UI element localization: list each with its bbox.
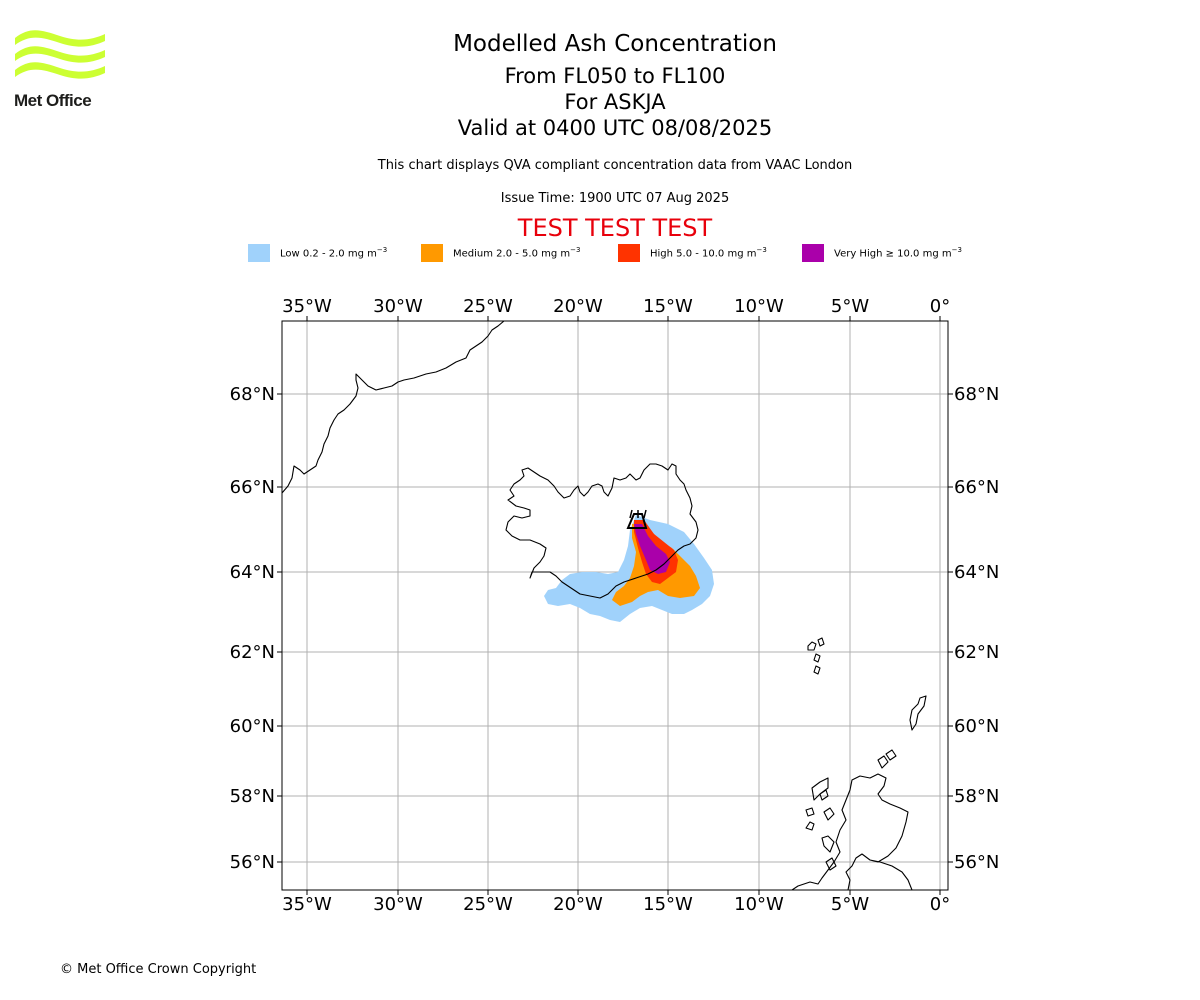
lon-label-bottom-5w: 5°W [831,894,869,915]
faroe-islands [807,637,825,675]
lat-label-right-64n: 64°N [954,562,999,583]
map-frame [281,320,949,891]
lon-label-bottom-30w: 30°W [373,894,423,915]
legend-label-high: High 5.0 - 10.0 mg m−3 [650,246,767,260]
lon-label-top-15w: 15°W [643,296,693,317]
iceland-coast [505,463,699,599]
legend-label-very-high: Very High ≥ 10.0 mg m−3 [834,246,962,260]
lat-label-right-56n: 56°N [954,852,999,873]
lat-label-left-68n: 68°N [230,384,275,405]
map-gridlines [282,321,948,890]
lat-label-left-62n: 62°N [230,642,275,663]
lon-label-top-35w: 35°W [282,296,332,317]
coastlines [282,321,927,890]
legend-swatch-medium [421,244,443,262]
chart-title: Modelled Ash Concentration [453,31,777,57]
legend-swatch-high [618,244,640,262]
lon-label-bottom-0: 0° [930,894,950,915]
legend-label-medium: Medium 2.0 - 5.0 mg m−3 [453,246,581,260]
met-office-logo-text: Met Office [14,91,92,110]
lat-label-left-58n: 58°N [230,786,275,807]
chart-description: This chart displays QVA compliant concen… [377,158,853,173]
legend-item-high: High 5.0 - 10.0 mg m−3 [618,244,767,262]
issue-time: Issue Time: 1900 UTC 07 Aug 2025 [500,191,730,206]
valid-time-line: Valid at 0400 UTC 08/08/2025 [457,116,773,140]
lat-label-right-62n: 62°N [954,642,999,663]
lat-label-right-66n: 66°N [954,477,999,498]
lat-label-left-64n: 64°N [230,562,275,583]
legend-swatch-very-high [802,244,824,262]
lat-label-right-60n: 60°N [954,716,999,737]
shetland-islands [909,695,927,731]
copyright-notice: © Met Office Crown Copyright [60,962,257,977]
lon-label-bottom-10w: 10°W [734,894,784,915]
lon-label-bottom-25w: 25°W [463,894,513,915]
lon-label-bottom-20w: 20°W [553,894,603,915]
hebrides-islands [805,749,897,871]
flight-level-range: From FL050 to FL100 [504,64,726,88]
test-banner: TEST TEST TEST [517,214,713,242]
legend-swatch-low [248,244,270,262]
lon-label-top-10w: 10°W [734,296,784,317]
lon-label-bottom-15w: 15°W [643,894,693,915]
ash-zone-very-high [634,524,670,574]
legend-item-very-high: Very High ≥ 10.0 mg m−3 [802,244,962,262]
lat-label-left-56n: 56°N [230,852,275,873]
legend-label-low: Low 0.2 - 2.0 mg m−3 [280,246,388,260]
lat-label-left-66n: 66°N [230,477,275,498]
met-office-wave-icon [15,30,105,79]
lon-label-top-30w: 30°W [373,296,423,317]
lon-label-top-25w: 25°W [463,296,513,317]
tick-marks [277,316,953,895]
lon-label-bottom-35w: 35°W [282,894,332,915]
legend-item-low: Low 0.2 - 2.0 mg m−3 [248,244,387,262]
legend-item-medium: Medium 2.0 - 5.0 mg m−3 [421,244,580,262]
scotland-coast [791,773,913,890]
lon-label-top-5w: 5°W [831,296,869,317]
triangle-volcano-icon [626,513,648,529]
greenland-coast [282,321,505,494]
lon-label-top-0: 0° [930,296,950,317]
volcano-name-line: For ASKJA [564,90,666,114]
lat-label-right-68n: 68°N [954,384,999,405]
met-office-logo: Met Office [12,28,112,118]
volcano-marker-askja [626,509,648,529]
lat-label-right-58n: 58°N [954,786,999,807]
lat-label-left-60n: 60°N [230,716,275,737]
lon-label-top-20w: 20°W [553,296,603,317]
